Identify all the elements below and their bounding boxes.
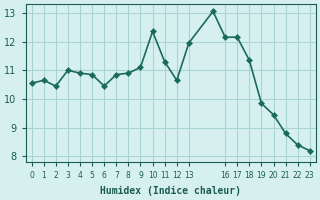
X-axis label: Humidex (Indice chaleur): Humidex (Indice chaleur) [100,186,241,196]
